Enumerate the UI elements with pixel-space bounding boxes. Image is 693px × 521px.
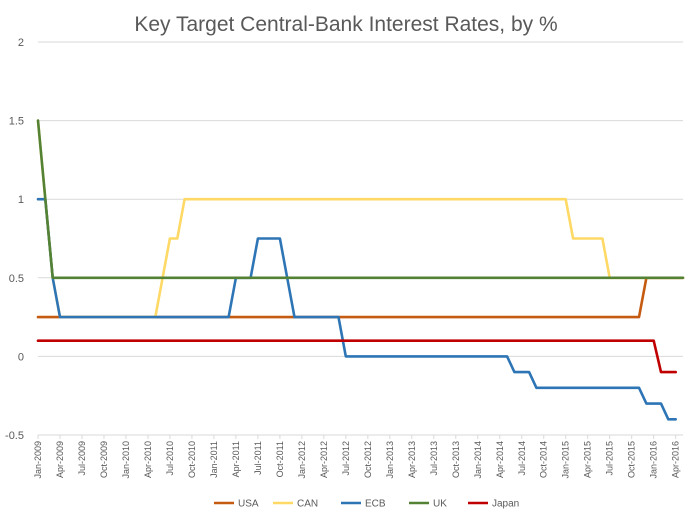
x-tick-label: Jan-2010	[121, 441, 131, 479]
x-tick-label: Apr-2014	[495, 441, 505, 478]
x-tick-label: Oct-2010	[187, 441, 197, 478]
x-tick-label: Jul-2011	[253, 441, 263, 475]
x-tick-label: Jul-2015	[605, 441, 615, 476]
x-tick-label: Jul-2009	[77, 441, 87, 476]
series-line-uk	[36, 119, 685, 280]
series-line-ecb	[36, 197, 678, 421]
y-tick-label: 2	[18, 37, 24, 49]
legend-label: Japan	[492, 499, 519, 510]
x-tick-label: Jul-2013	[429, 441, 439, 476]
y-tick-label: 0	[18, 351, 24, 363]
x-tick-label: Jul-2014	[517, 441, 527, 476]
x-tick-label: Apr-2010	[143, 441, 153, 478]
chart-title: Key Target Central-Bank Interest Rates, …	[134, 13, 557, 36]
x-tick-label: Jan-2013	[385, 441, 395, 479]
x-tick-label: Oct-2013	[451, 441, 461, 478]
series-line-usa	[36, 276, 685, 319]
x-tick-label: Jan-2015	[561, 441, 571, 479]
x-tick-label: Jan-2012	[297, 441, 307, 479]
x-tick-label: Oct-2011	[275, 441, 285, 477]
x-tick-label: Oct-2012	[363, 441, 373, 478]
y-tick-label: -0.5	[5, 430, 24, 442]
x-tick-label: Apr-2009	[55, 441, 65, 478]
x-tick-label: Jan-2011	[209, 441, 219, 478]
y-tick-label: 1.5	[9, 116, 24, 128]
x-tick-label: Oct-2015	[627, 441, 637, 478]
series-lines	[36, 119, 685, 421]
x-tick-label: Oct-2014	[539, 441, 549, 478]
x-tick-label: Oct-2009	[99, 441, 109, 478]
legend-label: UK	[433, 499, 447, 510]
legend-label: ECB	[365, 499, 386, 510]
x-tick-label: Apr-2016	[671, 441, 681, 478]
series-line-japan	[36, 339, 678, 374]
y-tick-label: 0.5	[9, 273, 24, 285]
x-tick-label: Jul-2012	[341, 441, 351, 476]
axes: -0.5 0 0.5 1 1.5 2 Jan-2009 Apr-2009 Jul-2009 Oct…	[5, 37, 681, 479]
x-tick-label: Jan-2014	[473, 441, 483, 479]
series-line-can	[36, 119, 685, 319]
legend-label: USA	[238, 499, 259, 510]
x-tick-label: Apr-2011	[231, 441, 241, 477]
x-tick-label: Jul-2010	[165, 441, 175, 476]
y-tick-label: 1	[18, 194, 24, 206]
x-tick-label: Apr-2015	[583, 441, 593, 478]
x-tick-label: Apr-2012	[319, 441, 329, 478]
legend: USA CAN ECB UK Japan	[214, 499, 519, 510]
x-tick-label: Jan-2009	[33, 441, 43, 479]
x-tick-label: Apr-2013	[407, 441, 417, 478]
legend-label: CAN	[297, 499, 318, 510]
x-tick-label: Jan-2016	[649, 441, 659, 479]
